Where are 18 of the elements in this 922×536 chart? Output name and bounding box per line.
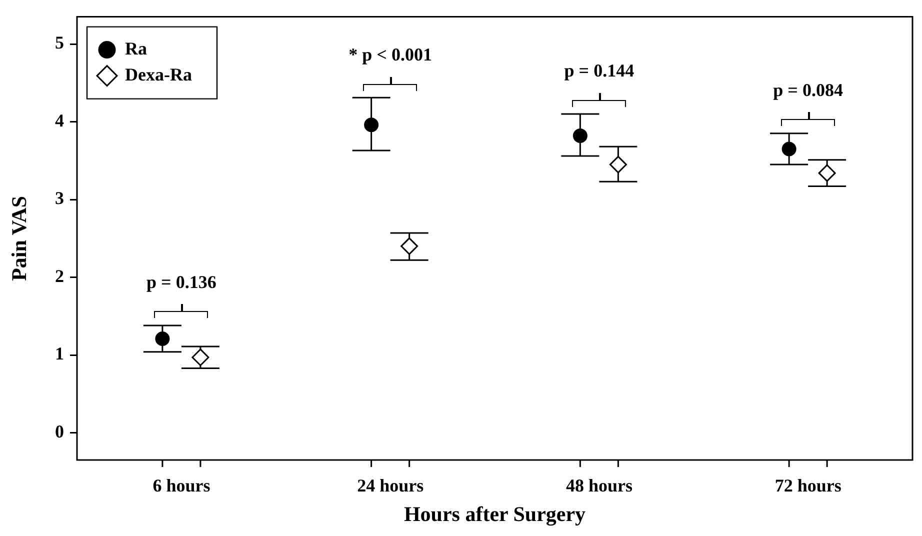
x-tick-label: 6 hours <box>152 475 210 496</box>
legend-label: Dexa-Ra <box>125 64 192 84</box>
y-tick-label: 1 <box>55 344 64 364</box>
annotation: p = 0.136 <box>146 272 216 292</box>
y-tick-label: 5 <box>55 32 64 53</box>
annotation: p = 0.084 <box>773 80 843 100</box>
y-tick-label: 0 <box>55 421 64 442</box>
annotation: * p < 0.001 <box>348 44 432 64</box>
y-tick-label: 3 <box>55 188 64 208</box>
x-tick-label: 48 hours <box>566 475 632 496</box>
x-tick-label: 72 hours <box>774 475 842 496</box>
x-tick-label: 24 hours <box>357 475 424 496</box>
legend-label: Ra <box>125 38 147 58</box>
y-tick-label: 2 <box>55 266 64 286</box>
x-axis-title: Hours after Surgery <box>404 502 586 526</box>
annotation: p = 0.144 <box>564 60 634 81</box>
y-axis-title: Pain VAS <box>7 196 32 281</box>
y-tick-label: 4 <box>55 110 64 130</box>
